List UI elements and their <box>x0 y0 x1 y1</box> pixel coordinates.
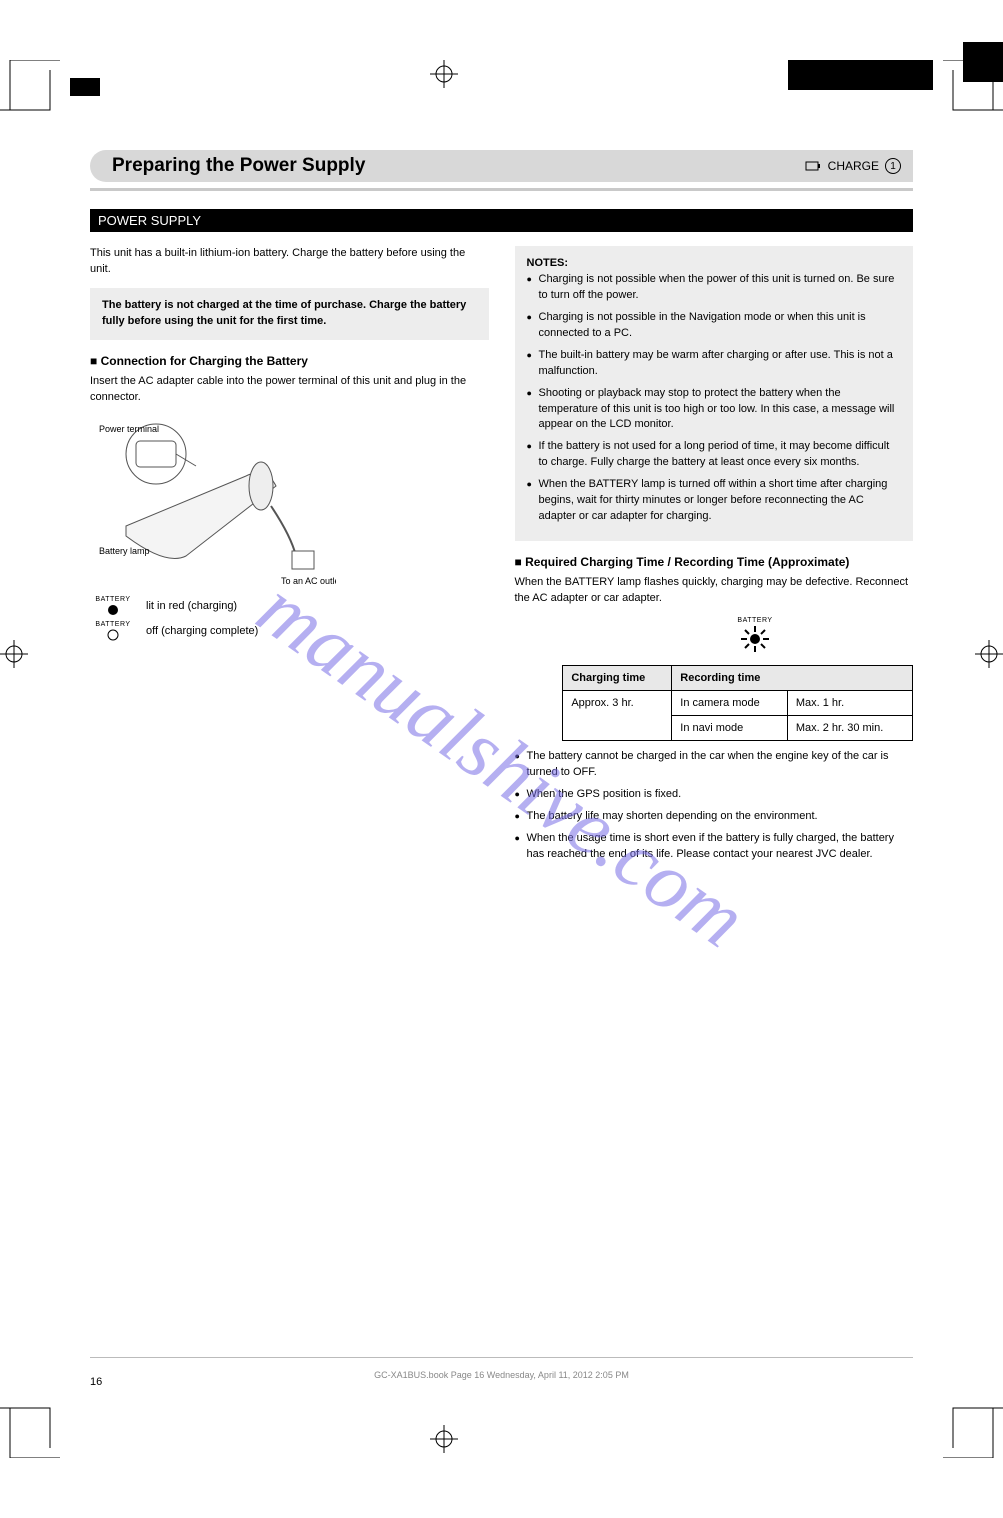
power-terminal-label: Power terminal <box>99 424 159 434</box>
charge-icon <box>804 157 822 175</box>
footnote-item: The battery cannot be charged in the car… <box>515 749 914 781</box>
header-right-text: CHARGE <box>828 159 879 173</box>
footnote-item: When the GPS position is fixed. <box>515 787 914 803</box>
battery-lamp-off-icon: BATTERY <box>90 621 136 642</box>
page-content: Preparing the Power Supply CHARGE 1 POWE… <box>90 150 913 1348</box>
note-item: When the BATTERY lamp is turned off with… <box>527 477 902 525</box>
section-title: Preparing the Power Supply <box>112 155 365 177</box>
table-header: Recording time <box>672 665 913 690</box>
top-square <box>963 42 1003 82</box>
table-cell: Max. 2 hr. 30 min. <box>787 715 912 740</box>
indicator-off: BATTERY off (charging complete) <box>90 621 489 642</box>
section-header: Preparing the Power Supply CHARGE 1 <box>90 150 913 182</box>
right-column: NOTES: Charging is not possible when the… <box>515 246 914 869</box>
table-header: Charging time <box>563 665 672 690</box>
notes-box: NOTES: Charging is not possible when the… <box>515 246 914 541</box>
battery-label: BATTERY <box>737 617 773 624</box>
indicator-lit: BATTERY lit in red (charging) <box>90 596 489 617</box>
step-body: Insert the AC adapter cable into the pow… <box>90 374 489 406</box>
note-item: The built-in battery may be warm after c… <box>527 348 902 380</box>
charging-time-table: Charging time Recording time Approx. 3 h… <box>562 665 913 741</box>
top-strip <box>788 60 933 90</box>
off-text: off (charging complete) <box>146 625 258 637</box>
crop-mark <box>943 1398 1003 1458</box>
note-item: Charging is not possible in the Navigati… <box>527 310 902 342</box>
battery-label: BATTERY <box>90 596 136 603</box>
notes-list: Charging is not possible when the power … <box>527 272 902 525</box>
file-code: GC-XA1BUS.book Page 16 Wednesday, April … <box>0 1370 1003 1380</box>
note-item: Charging is not possible when the power … <box>527 272 902 304</box>
registration-target-icon <box>430 1425 458 1458</box>
footer-rule <box>90 1357 913 1358</box>
table-cell: Approx. 3 hr. <box>563 690 672 740</box>
top-strip <box>70 78 100 96</box>
callout-text: The battery is not charged at the time o… <box>102 299 466 327</box>
battery-lamp-lit-icon: BATTERY <box>90 596 136 617</box>
crop-mark <box>0 60 60 120</box>
note-item: Shooting or playback may stop to protect… <box>527 386 902 434</box>
registration-target-icon <box>430 60 458 93</box>
header-step-number: 1 <box>885 158 901 174</box>
lit-red-text: lit in red (charging) <box>146 600 237 612</box>
registration-target-icon <box>975 640 1003 673</box>
sub-stripe <box>90 188 913 191</box>
step-heading: Connection for Charging the Battery <box>90 354 489 368</box>
footnote-item: When the usage time is short even if the… <box>515 831 914 863</box>
header-right: CHARGE 1 <box>804 157 901 175</box>
footnotes-list: The battery cannot be charged in the car… <box>515 749 914 863</box>
registration-target-icon <box>0 640 28 673</box>
footnote-item: The battery life may shorten depending o… <box>515 809 914 825</box>
notes-heading: NOTES: <box>527 256 902 272</box>
table-cell: In camera mode <box>672 690 788 715</box>
flash-caption: When the BATTERY lamp flashes quickly, c… <box>515 575 914 607</box>
table-cell: In navi mode <box>672 715 788 740</box>
ac-outlet-label: To an AC outlet <box>281 576 336 586</box>
battery-flash-icon: BATTERY <box>515 617 914 659</box>
table-cell: Max. 1 hr. <box>787 690 912 715</box>
power-supply-banner: POWER SUPPLY <box>90 209 913 232</box>
battery-label: BATTERY <box>90 621 136 628</box>
product-illustration: Power terminal To an AC outlet Battery l… <box>96 416 336 586</box>
crop-mark <box>0 1398 60 1458</box>
left-column: This unit has a built-in lithium-ion bat… <box>90 246 489 869</box>
battery-lamp-label: Battery lamp <box>99 546 150 556</box>
intro-text: This unit has a built-in lithium-ion bat… <box>90 246 489 278</box>
callout-box: The battery is not charged at the time o… <box>90 288 489 340</box>
charge-heading: Required Charging Time / Recording Time … <box>515 555 914 569</box>
note-item: If the battery is not used for a long pe… <box>527 439 902 471</box>
